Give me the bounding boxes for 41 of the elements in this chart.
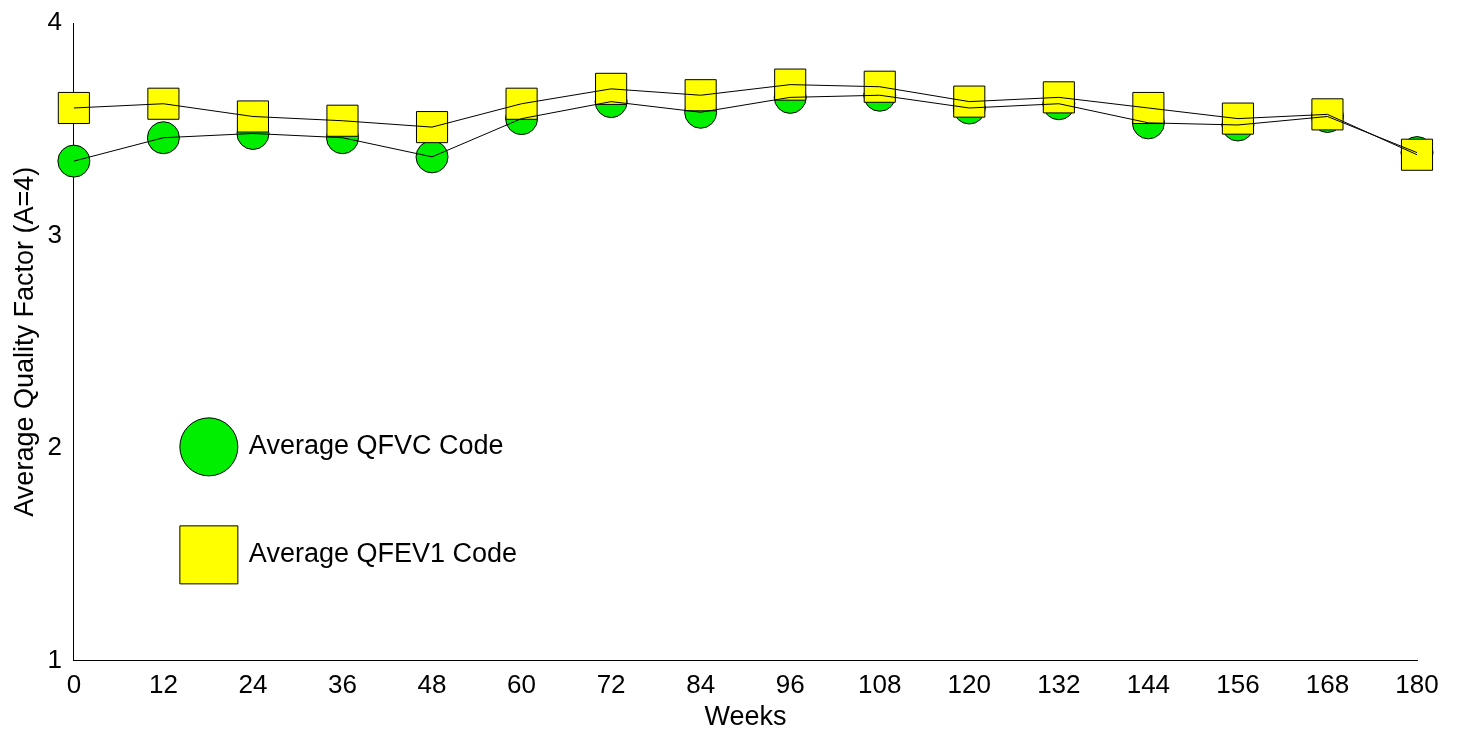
x-tick-label: 180 bbox=[1395, 669, 1439, 700]
x-tick-label: 84 bbox=[686, 669, 716, 700]
x-tick-label: 96 bbox=[775, 669, 805, 700]
x-tick-label: 36 bbox=[328, 669, 357, 700]
point bbox=[57, 91, 90, 125]
y-tick-label: 1 bbox=[47, 643, 62, 674]
point bbox=[684, 79, 717, 112]
y-tick-label: 2 bbox=[47, 431, 62, 462]
point bbox=[147, 87, 180, 120]
x-tick-label: 132 bbox=[1037, 669, 1081, 700]
point bbox=[1221, 102, 1254, 135]
point bbox=[595, 72, 628, 105]
point bbox=[1042, 81, 1075, 114]
x-tick-label: 60 bbox=[507, 669, 537, 700]
point bbox=[236, 100, 269, 133]
x-axis-title: Weeks bbox=[704, 701, 787, 732]
x-tick-label: 0 bbox=[66, 669, 82, 700]
point bbox=[863, 70, 896, 103]
x-tick-label: 168 bbox=[1305, 669, 1350, 700]
y-axis-title: Average Quality Factor (A=4) bbox=[8, 166, 39, 517]
legend-label: Average QFVC Code bbox=[248, 430, 504, 461]
x-tick-label: 72 bbox=[596, 669, 626, 700]
x-tick-label: 144 bbox=[1126, 669, 1171, 700]
y-tick-label: 3 bbox=[47, 218, 62, 249]
x-tick-label: 108 bbox=[858, 669, 902, 700]
point bbox=[415, 140, 449, 174]
point bbox=[953, 85, 986, 118]
x-tick-label: 24 bbox=[238, 669, 268, 700]
point bbox=[326, 104, 359, 137]
point bbox=[57, 144, 91, 178]
x-tick-label: 156 bbox=[1216, 669, 1260, 700]
point bbox=[146, 121, 180, 155]
point bbox=[505, 87, 538, 120]
point bbox=[774, 68, 807, 101]
legend-label: Average QFEV1 Code bbox=[248, 538, 518, 569]
x-tick-label: 120 bbox=[947, 669, 991, 700]
y-tick-label: 4 bbox=[47, 6, 62, 37]
point bbox=[415, 111, 449, 144]
x-tick-label: 12 bbox=[148, 669, 178, 700]
x-tick-label: 48 bbox=[417, 669, 447, 700]
point bbox=[1132, 91, 1165, 125]
